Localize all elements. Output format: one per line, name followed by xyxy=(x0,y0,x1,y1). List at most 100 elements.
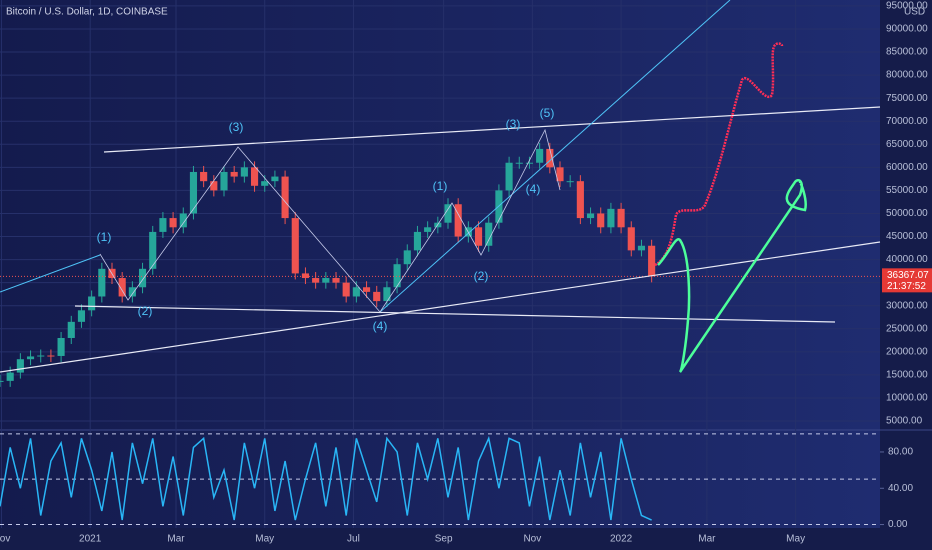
y-tick-label: 70000.00 xyxy=(886,116,928,127)
candle xyxy=(47,355,55,357)
x-tick-label: 2022 xyxy=(610,534,633,545)
candle xyxy=(6,372,14,381)
y-tick-label: 55000.00 xyxy=(886,185,928,196)
x-tick-label: Mar xyxy=(698,534,716,545)
wave-path xyxy=(99,128,561,313)
candle xyxy=(189,171,198,214)
candle xyxy=(210,181,218,191)
countdown: 21:37:52 xyxy=(887,281,926,292)
candle xyxy=(77,310,86,322)
y-tick-label: 20000.00 xyxy=(886,346,928,357)
candle xyxy=(536,148,544,163)
candle xyxy=(0,380,4,382)
drawings xyxy=(0,0,881,373)
y-tick-label: 45000.00 xyxy=(886,231,928,242)
y-tick-label: 10000.00 xyxy=(886,393,928,404)
wave-label: (2) xyxy=(138,304,153,318)
time-axis-background xyxy=(0,528,880,550)
candle xyxy=(607,208,615,228)
candle xyxy=(546,148,554,168)
candle xyxy=(637,245,646,251)
y-tick-label: 50000.00 xyxy=(886,208,928,219)
y-tick-label: 40.00 xyxy=(888,483,913,494)
candle xyxy=(576,181,584,219)
y-tick-label: 25000.00 xyxy=(886,323,928,334)
y-tick-label: 80000.00 xyxy=(886,70,928,81)
candle xyxy=(159,218,167,232)
y-tick-label: 95000.00 xyxy=(886,1,928,12)
marks xyxy=(0,142,880,521)
candle xyxy=(403,250,411,265)
candle xyxy=(138,268,147,288)
candle xyxy=(515,162,523,164)
y-tick-label: 40000.00 xyxy=(886,254,928,265)
candle xyxy=(362,287,371,292)
candle xyxy=(413,231,422,251)
candle xyxy=(383,287,391,302)
candle xyxy=(57,337,65,356)
candle xyxy=(627,227,635,251)
y-tick-label: 65000.00 xyxy=(886,139,928,150)
x-tick-label: May xyxy=(786,534,805,545)
x-tick-label: Sep xyxy=(435,534,453,545)
candle xyxy=(586,213,595,219)
wave-label: (3) xyxy=(229,120,244,134)
candle xyxy=(301,273,310,279)
candle xyxy=(200,171,208,182)
candle xyxy=(16,359,24,373)
x-tick-label: Nov xyxy=(0,534,10,545)
candle xyxy=(322,278,330,283)
candle xyxy=(37,355,45,357)
candle xyxy=(373,291,381,302)
candle xyxy=(220,171,228,191)
annotations: (1) (2) (3) (4) (1) (2) (3) (4) (5) xyxy=(97,106,555,333)
candle xyxy=(525,162,534,164)
wave-label: (2) xyxy=(474,269,489,283)
channel-bottom xyxy=(74,305,836,323)
x-tick-label: Jul xyxy=(347,534,360,545)
y-tick-label: 85000.00 xyxy=(886,47,928,58)
candle xyxy=(312,278,320,283)
last-price-label: 36367.07 xyxy=(887,270,929,281)
candle xyxy=(271,176,279,182)
candle xyxy=(352,287,360,297)
candle xyxy=(291,218,299,274)
y-tick-label: 30000.00 xyxy=(886,300,928,311)
last-price-box xyxy=(882,268,932,293)
candle xyxy=(648,245,656,277)
candle xyxy=(169,218,177,228)
channel-top xyxy=(103,106,881,153)
cyan-line xyxy=(379,0,731,313)
candle xyxy=(67,321,75,338)
wave-label: (1) xyxy=(433,179,448,193)
candle xyxy=(250,167,259,186)
y-tick-label: 5000.00 xyxy=(886,416,923,427)
wave-label: (1) xyxy=(97,230,112,244)
x-tick-label: Nov xyxy=(523,534,541,545)
candle xyxy=(88,296,96,311)
wave-label: (4) xyxy=(526,182,541,196)
x-tick-label: 2021 xyxy=(79,534,102,545)
cyan-line xyxy=(0,254,101,293)
wave-label: (5) xyxy=(540,106,555,120)
y-tick-label: 90000.00 xyxy=(886,24,928,35)
candle xyxy=(597,213,605,228)
candle xyxy=(444,204,452,223)
candle xyxy=(240,167,248,177)
x-tick-label: Mar xyxy=(167,534,185,545)
candle xyxy=(230,171,238,177)
candle xyxy=(485,222,493,246)
wave-label: (4) xyxy=(373,319,388,333)
candle xyxy=(393,264,401,288)
currency: USD xyxy=(904,7,925,18)
y-tick-label: 15000.00 xyxy=(886,370,928,381)
oscillator-line xyxy=(0,435,652,521)
wave-label: (3) xyxy=(506,117,521,131)
projection-green xyxy=(657,178,807,373)
candle xyxy=(505,162,513,191)
candle xyxy=(342,282,350,297)
x-tick-label: May xyxy=(255,534,274,545)
chart-title: Bitcoin / U.S. Dollar, 1D, COINBASE xyxy=(6,7,168,18)
candle xyxy=(566,181,574,183)
